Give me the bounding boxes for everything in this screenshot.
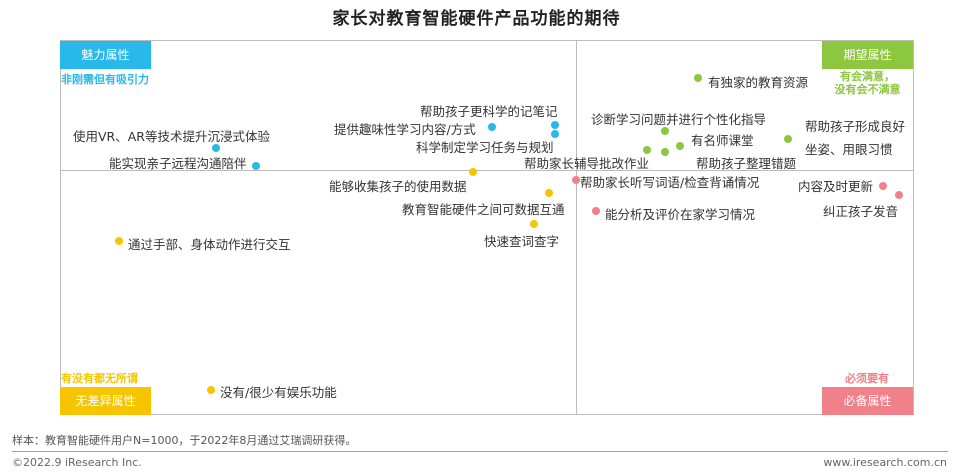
scatter-point	[592, 207, 600, 215]
point-label: 帮助家长听写词语/检查背诵情况	[580, 175, 760, 190]
point-label: 帮助孩子整理错题	[696, 156, 797, 171]
quadrant-label-expected: 期望属性	[822, 41, 913, 69]
point-label: 使用VR、AR等技术提升沉浸式体验	[73, 129, 270, 144]
vertical-axis	[576, 40, 577, 415]
point-label: 有名师课堂	[691, 133, 754, 148]
scatter-point	[661, 148, 669, 156]
quadrant-sub-expected: 有会满意， 没有会不满意	[822, 70, 913, 96]
footer-divider	[12, 451, 948, 452]
point-label: 没有/很少有娱乐功能	[220, 385, 337, 400]
point-label: 帮助孩子形成良好坐姿、用眼习惯	[805, 119, 906, 157]
scatter-point	[784, 135, 792, 143]
point-label: 帮助家长辅导批改作业	[524, 156, 650, 171]
sample-footnote: 样本：教育智能硬件用户N=1000，于2022年8月通过艾瑞调研获得。	[12, 434, 357, 447]
scatter-point	[572, 176, 580, 184]
quadrant-sub-indifferent: 有没有都无所谓	[61, 372, 138, 385]
scatter-point	[545, 189, 553, 197]
scatter-point	[115, 237, 123, 245]
scatter-point	[694, 74, 702, 82]
copyright: ©2022.9 iResearch Inc.	[12, 456, 142, 469]
scatter-point	[252, 162, 260, 170]
point-label: 帮助孩子更科学的记笔记	[420, 104, 558, 119]
point-label: 通过手部、身体动作进行交互	[128, 237, 291, 252]
point-label: 纠正孩子发音	[823, 204, 899, 219]
scatter-point	[676, 142, 684, 150]
scatter-point	[530, 220, 538, 228]
point-label: 内容及时更新	[798, 179, 874, 194]
scatter-point	[661, 127, 669, 135]
chart-title: 家长对教育智能硬件产品功能的期待	[332, 9, 621, 29]
quadrant-label-indifferent: 无差异属性	[60, 387, 151, 415]
scatter-point	[469, 168, 477, 176]
point-label: 教育智能硬件之间可数据互通	[402, 202, 565, 217]
scatter-point	[488, 123, 496, 131]
quadrant-sub-attractive: 非刚需但有吸引力	[61, 73, 149, 86]
point-label: 快速查词查字	[484, 234, 560, 249]
point-label: 提供趣味性学习内容/方式	[334, 122, 476, 137]
scatter-point	[879, 182, 887, 190]
quadrant-sub-must: 必须要有	[845, 372, 889, 385]
scatter-point	[895, 191, 903, 199]
point-label: 能分析及评价在家学习情况	[605, 207, 756, 222]
scatter-point	[212, 144, 220, 152]
point-label: 能够收集孩子的使用数据	[329, 179, 467, 194]
point-label: 诊断学习问题并进行个性化指导	[591, 112, 767, 127]
scatter-point	[551, 130, 559, 138]
quadrant-frame	[60, 40, 914, 415]
quadrant-label-attractive: 魅力属性	[60, 41, 151, 69]
quadrant-sub-expected-line1: 有会满意，	[840, 70, 895, 83]
scatter-point	[643, 146, 651, 154]
horizontal-axis	[60, 170, 914, 171]
quadrant-sub-expected-line2: 没有会不满意	[834, 83, 901, 96]
quadrant-label-must: 必备属性	[822, 387, 913, 415]
scatter-point	[207, 386, 215, 394]
point-label: 能实现亲子远程沟通陪伴	[109, 156, 247, 171]
point-label: 科学制定学习任务与规划	[416, 140, 554, 155]
website: www.iresearch.com.cn	[823, 456, 947, 469]
point-label: 有独家的教育资源	[708, 75, 809, 90]
scatter-point	[551, 121, 559, 129]
